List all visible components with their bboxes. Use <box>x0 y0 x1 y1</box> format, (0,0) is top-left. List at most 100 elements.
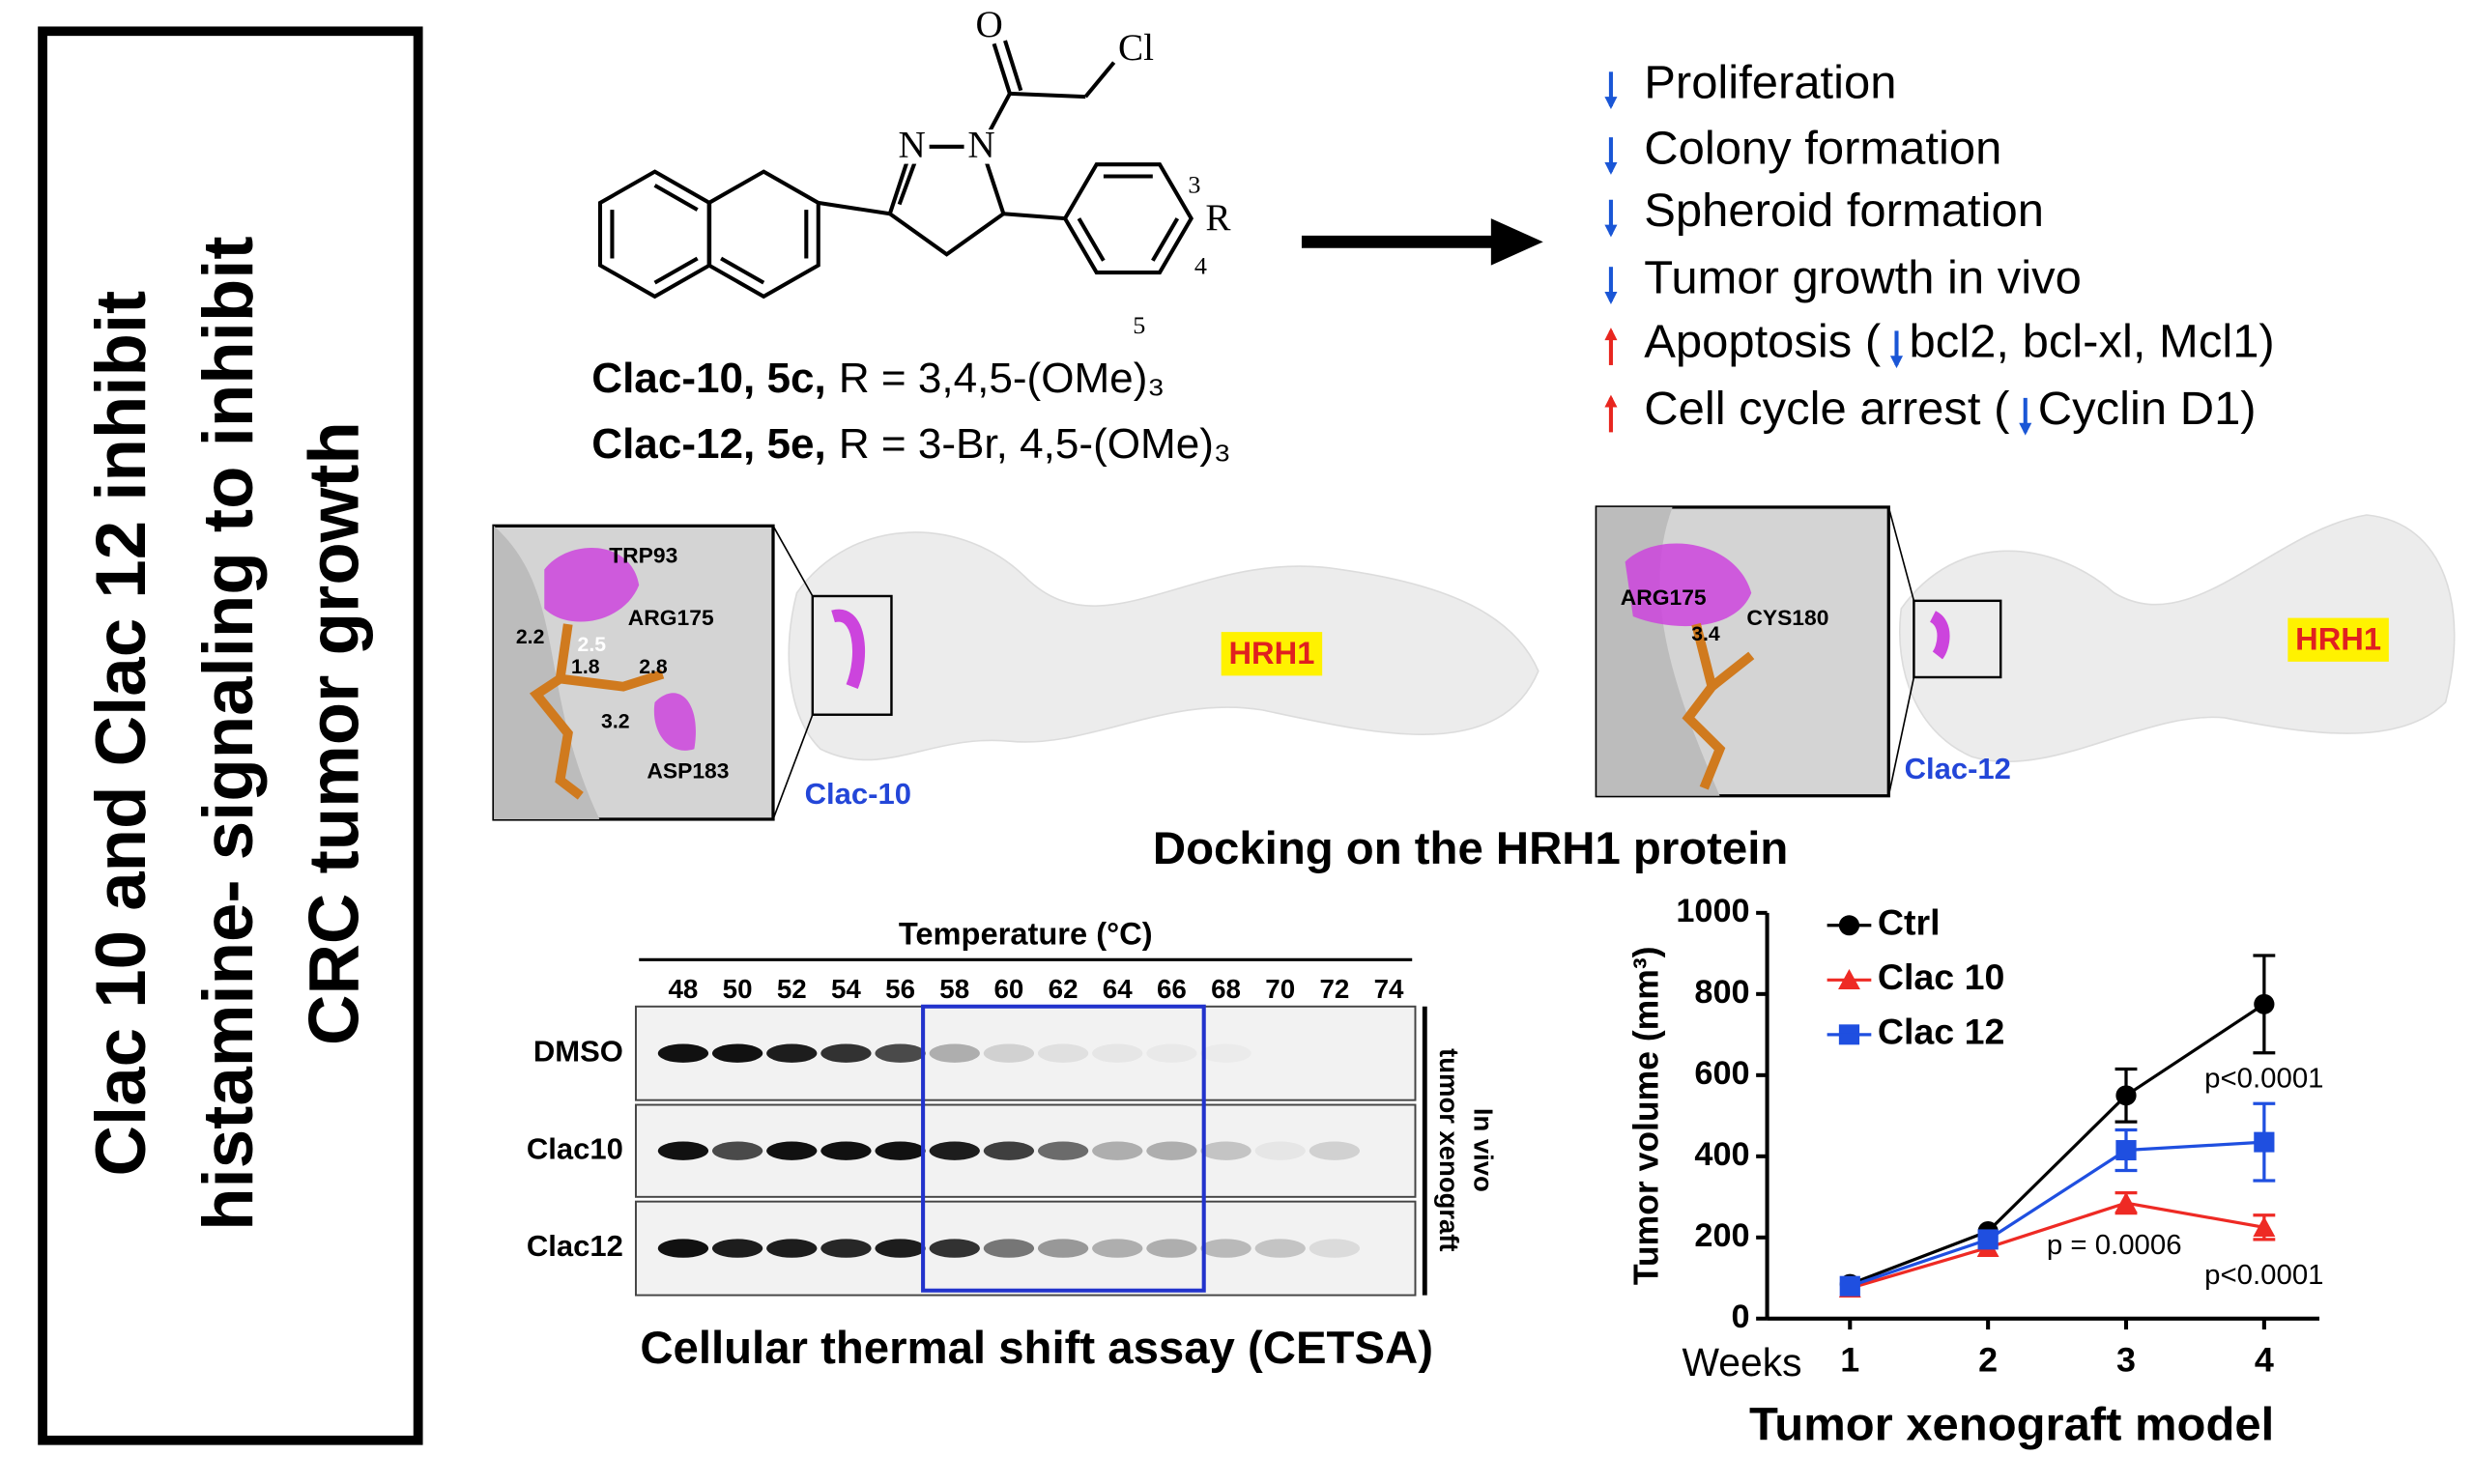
y-tick-label: 800 <box>1694 974 1749 1011</box>
protein-surface <box>1899 514 2456 762</box>
blot-band <box>711 1141 763 1160</box>
data-point <box>2114 1191 2138 1213</box>
annotation: p<0.0001 <box>2204 1063 2323 1094</box>
down-arrow <box>1889 330 1904 369</box>
blot-band <box>1309 1141 1361 1160</box>
highlight-box <box>921 1004 1206 1293</box>
y-tick-label: 1000 <box>1676 893 1749 929</box>
y-tick-label: 200 <box>1694 1217 1749 1254</box>
residue-label: ASP183 <box>647 758 729 784</box>
blot-band <box>929 1239 980 1258</box>
blot-band <box>875 1239 926 1258</box>
data-point <box>1839 1275 1860 1297</box>
arrow-head <box>1604 161 1618 175</box>
blot-band <box>1092 1043 1143 1063</box>
down-arrow <box>1604 267 1618 304</box>
temperature-label: 74 <box>1374 974 1405 1004</box>
effect-text: Spheroid formation <box>1644 185 2044 237</box>
protein-surface <box>788 531 1539 761</box>
arrow-head <box>1889 356 1904 369</box>
bond <box>819 200 891 216</box>
distance-label: 2.5 <box>578 634 607 656</box>
ligand-label: Clac-12 <box>1905 752 2011 785</box>
side-title-line: CRC tumor growth <box>295 421 373 1045</box>
title-box <box>38 26 423 1445</box>
distance-label: 2.8 <box>639 656 668 678</box>
distance-label: 3.4 <box>1691 623 1720 645</box>
blot-band <box>983 1141 1035 1160</box>
atom-label: N <box>967 125 994 166</box>
protein-label-bg <box>1221 632 1323 676</box>
compound-formula: R = 3,4,5-(OMe)₃ <box>839 355 1165 402</box>
temperature-label: 72 <box>1319 974 1349 1004</box>
series-line <box>1849 1140 2264 1288</box>
atom-label: O <box>976 4 1003 45</box>
side-label-line: In vivo <box>1469 1108 1499 1192</box>
aromatic-ring <box>1062 162 1194 275</box>
double-bond <box>720 256 765 285</box>
down-arrow <box>2019 397 2032 436</box>
chemical-structure <box>597 40 1194 300</box>
blot-band <box>1146 1239 1197 1258</box>
blot-band <box>766 1141 818 1160</box>
double-bond <box>1077 217 1106 262</box>
blot-band <box>766 1043 818 1063</box>
bond <box>1003 40 1023 92</box>
effect-text: Apoptosis ( <box>1644 316 1881 368</box>
residue-surface <box>1929 611 1950 660</box>
residue-label: ARG175 <box>1621 585 1707 610</box>
data-point <box>2254 993 2275 1014</box>
position-label: 5 <box>1133 311 1145 339</box>
row-label: DMSO <box>533 1034 623 1068</box>
x-axis-label: Weeks <box>1683 1340 1802 1384</box>
annotation: p<0.0001 <box>2204 1260 2323 1291</box>
temperature-label: 70 <box>1265 974 1295 1004</box>
double-bond <box>1151 217 1180 262</box>
ligand-label: Clac-10 <box>805 777 911 811</box>
inset-shade <box>494 526 600 819</box>
legend-label: Clac 10 <box>1878 956 2005 997</box>
residue-surface <box>831 609 866 690</box>
blot-band <box>875 1141 926 1160</box>
arrow-head <box>1604 328 1618 341</box>
temperature-label: 62 <box>1049 974 1079 1004</box>
down-arrow <box>1604 199 1618 238</box>
zoom-box <box>811 594 893 716</box>
row-label: Clac10 <box>527 1131 623 1165</box>
temperature-label: 54 <box>831 974 862 1004</box>
y-tick-label: 600 <box>1694 1055 1749 1092</box>
side-title-line: histamine- signaling to inhibit <box>189 236 268 1230</box>
docking-caption: Docking on the HRH1 protein <box>1153 822 1788 873</box>
zoom-line <box>772 714 814 820</box>
residue-label: CYS180 <box>1746 605 1828 630</box>
series-line <box>1849 1201 2265 1290</box>
blot-band <box>1200 1044 1251 1063</box>
x-tick-label: 2 <box>1978 1341 1998 1380</box>
temperature-label: 64 <box>1103 974 1134 1004</box>
effect-text: Tumor growth in vivo <box>1644 252 2082 304</box>
docking-panel: ARG175 CYS180 3.4 Clac-12 HRH1 <box>1595 505 2456 798</box>
temperature-label: 48 <box>669 974 699 1004</box>
blot-band <box>766 1239 818 1258</box>
blot-band <box>1309 1239 1361 1258</box>
cetsa-caption: Cellular thermal shift assay (CETSA) <box>640 1322 1433 1373</box>
ligand <box>529 623 665 800</box>
cetsa-blot: 48 50 52 54 56 58 60 62 64 66 68 70 72 74 DMSO Clac10 Cl… <box>527 974 1417 1297</box>
residue-label: TRP93 <box>609 543 677 568</box>
blot-band <box>1200 1141 1251 1160</box>
zoom-line <box>1887 506 1915 602</box>
blot-band <box>820 1043 872 1063</box>
blot-band <box>657 1141 709 1160</box>
aromatic-ring <box>706 169 820 300</box>
blot-band <box>1037 1043 1089 1063</box>
blot-band <box>1254 1239 1306 1258</box>
cetsa-header: Temperature (°C) <box>899 917 1153 952</box>
arrow-head <box>1490 218 1543 266</box>
bond <box>1009 91 1086 100</box>
legend-label: Ctrl <box>1878 902 1941 943</box>
cetsa-side-label: In vivo tumor xenograft <box>1434 1048 1499 1251</box>
bond <box>992 43 1012 95</box>
blot-band <box>1146 1141 1197 1160</box>
zoom-line <box>772 525 814 597</box>
